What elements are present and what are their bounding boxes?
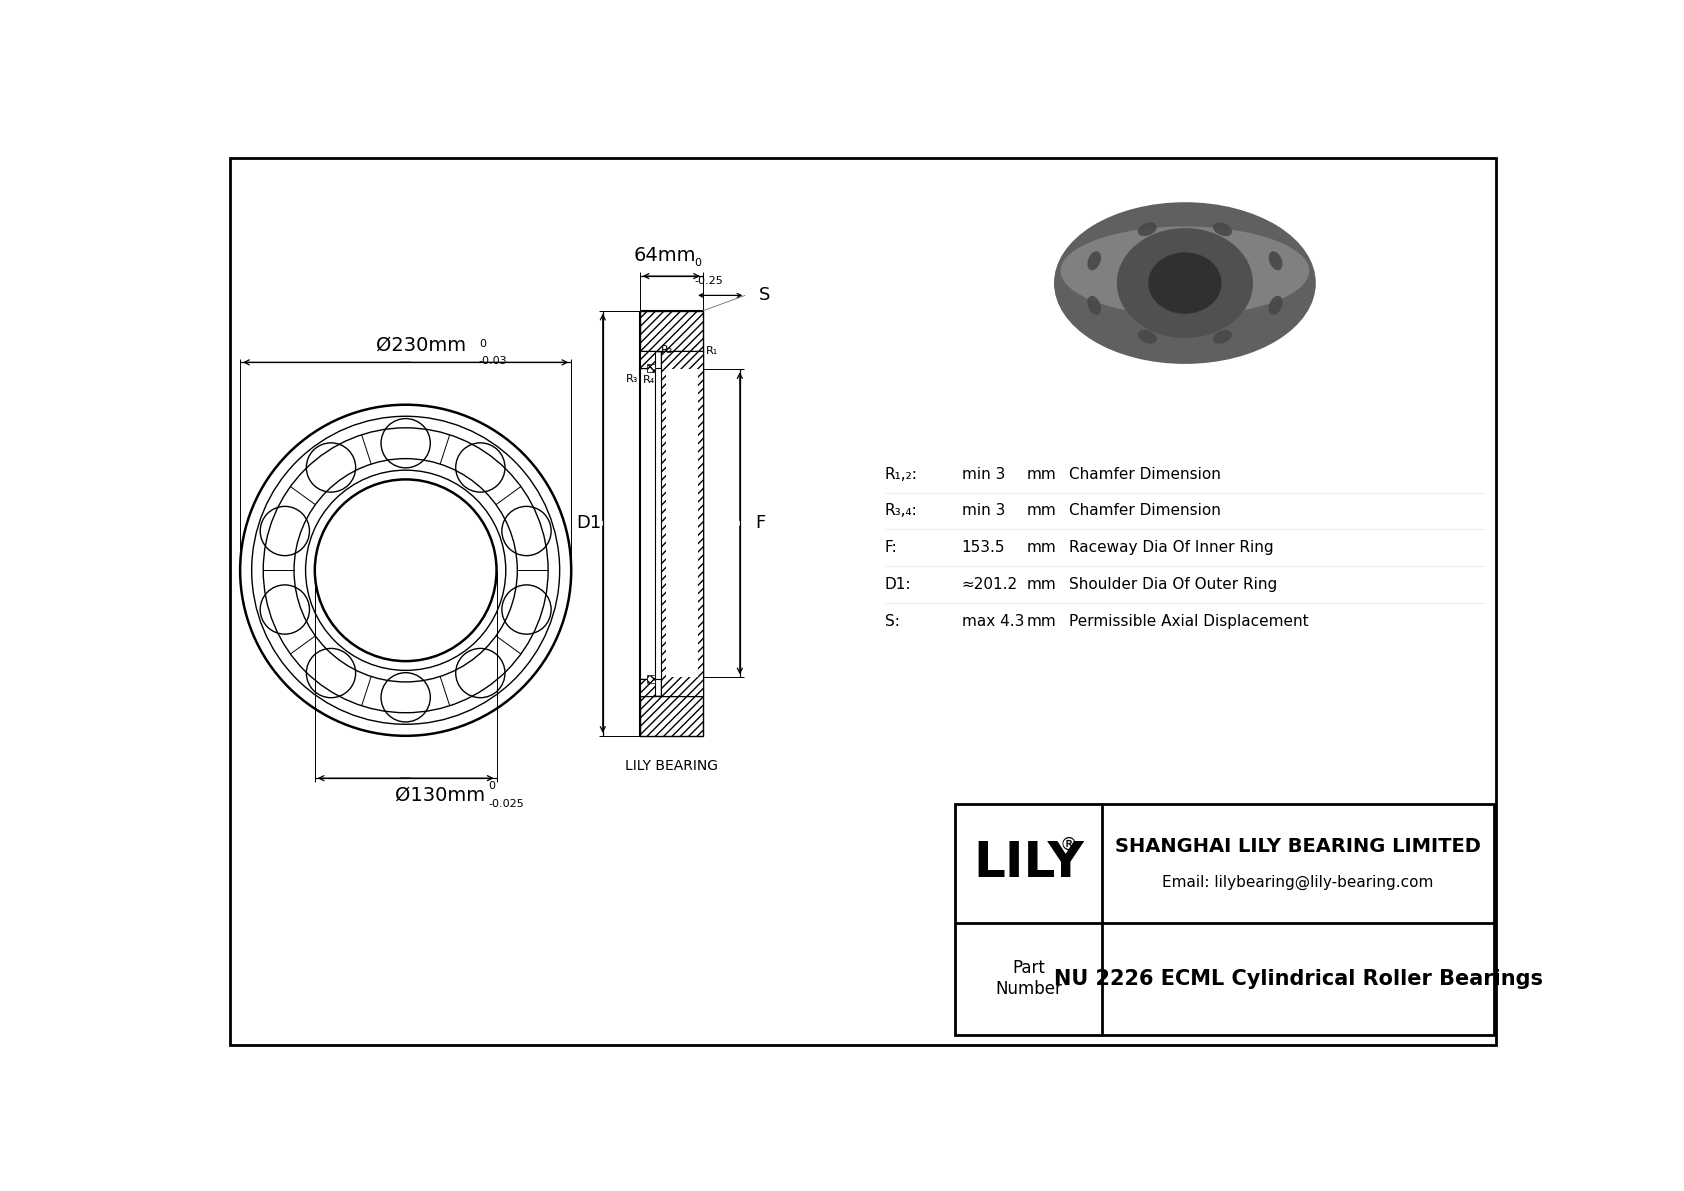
Ellipse shape (1138, 330, 1157, 344)
Text: Email: lilybearing@lily-bearing.com: Email: lilybearing@lily-bearing.com (1162, 875, 1433, 890)
Text: mm: mm (1027, 578, 1058, 592)
Text: LILY BEARING: LILY BEARING (625, 759, 717, 773)
Text: F: F (754, 515, 766, 532)
Ellipse shape (1212, 330, 1233, 344)
Text: SHANGHAI LILY BEARING LIMITED: SHANGHAI LILY BEARING LIMITED (1115, 837, 1480, 856)
Text: -0.25: -0.25 (694, 276, 722, 286)
Text: Raceway Dia Of Inner Ring: Raceway Dia Of Inner Ring (1069, 541, 1275, 555)
Text: 153.5: 153.5 (962, 541, 1005, 555)
Text: Ø230mm: Ø230mm (376, 336, 466, 355)
Text: min 3: min 3 (962, 467, 1005, 481)
Bar (647, 675, 655, 682)
Text: LILY: LILY (973, 840, 1084, 887)
Text: mm: mm (1027, 467, 1058, 481)
Bar (955, 804, 1494, 1035)
Text: R₄: R₄ (643, 375, 655, 386)
Ellipse shape (1212, 223, 1233, 236)
Text: Chamfer Dimension: Chamfer Dimension (1069, 467, 1221, 481)
Text: max 4.3: max 4.3 (962, 615, 1024, 629)
Text: 64mm: 64mm (633, 247, 697, 266)
Bar (640, 311, 702, 351)
Text: D1: D1 (576, 515, 601, 532)
Bar (662, 351, 702, 696)
Text: NU 2226 ECML Cylindrical Roller Bearings: NU 2226 ECML Cylindrical Roller Bearings (1054, 968, 1543, 989)
Text: R₁: R₁ (706, 347, 717, 356)
Text: -0.03: -0.03 (478, 356, 507, 366)
Text: D1:: D1: (884, 578, 911, 592)
Ellipse shape (1148, 252, 1221, 313)
Text: Permissible Axial Displacement: Permissible Axial Displacement (1069, 615, 1308, 629)
Text: ≈201.2: ≈201.2 (962, 578, 1017, 592)
Text: Ø130mm: Ø130mm (396, 786, 485, 805)
Ellipse shape (1116, 229, 1253, 338)
Text: mm: mm (1027, 541, 1058, 555)
Text: S: S (759, 286, 771, 305)
Text: Shoulder Dia Of Outer Ring: Shoulder Dia Of Outer Ring (1069, 578, 1278, 592)
Text: R₃: R₃ (626, 374, 638, 384)
Text: R₁,₂:: R₁,₂: (884, 467, 918, 481)
Text: R₃,₄:: R₃,₄: (884, 504, 918, 518)
Text: mm: mm (1027, 615, 1058, 629)
Ellipse shape (1268, 295, 1283, 314)
Ellipse shape (1138, 223, 1157, 236)
Text: mm: mm (1027, 504, 1058, 518)
Text: S:: S: (884, 615, 899, 629)
Ellipse shape (1054, 202, 1315, 364)
Bar (665, 369, 699, 678)
Ellipse shape (1088, 295, 1101, 314)
Text: -0.025: -0.025 (488, 799, 524, 809)
Text: 0: 0 (478, 338, 485, 349)
Text: ®: ® (1059, 836, 1078, 854)
Bar (647, 364, 655, 372)
Text: 0: 0 (488, 781, 495, 791)
Ellipse shape (1088, 251, 1101, 270)
Text: R₂: R₂ (662, 344, 674, 355)
Text: min 3: min 3 (962, 504, 1005, 518)
Ellipse shape (1061, 226, 1308, 316)
Text: F:: F: (884, 541, 898, 555)
Text: 0: 0 (694, 258, 702, 268)
Text: Chamfer Dimension: Chamfer Dimension (1069, 504, 1221, 518)
Bar (640, 351, 655, 368)
Ellipse shape (1268, 251, 1283, 270)
Bar (640, 679, 655, 696)
Text: Part
Number: Part Number (995, 960, 1063, 998)
Bar (655, 368, 702, 679)
Bar (640, 696, 702, 736)
